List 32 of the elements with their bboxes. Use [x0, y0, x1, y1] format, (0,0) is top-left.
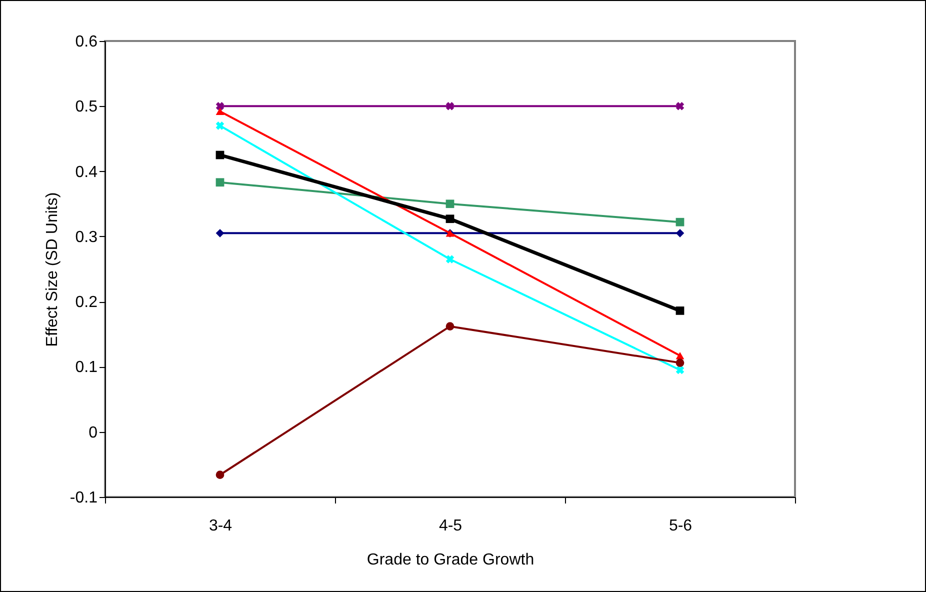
x-tick-label: 3-4: [208, 518, 232, 534]
point: [446, 102, 454, 110]
point: [676, 352, 684, 360]
point: [446, 214, 454, 224]
point: [676, 366, 684, 374]
point: [676, 358, 684, 367]
point: [446, 255, 454, 264]
y-tick-label: 0.6: [75, 34, 98, 50]
point: [216, 122, 224, 130]
point: [216, 470, 224, 480]
point: [216, 108, 224, 115]
point: [216, 150, 224, 160]
point: [446, 322, 454, 330]
y-tick-label: 0: [88, 424, 98, 442]
y-tick-label: 0.2: [75, 294, 98, 312]
point: [676, 218, 684, 226]
point: [676, 306, 684, 315]
point: [676, 228, 684, 238]
y-tick-label: 0.4: [75, 164, 98, 181]
y-axis-title: Effect Size (SD Units): [44, 192, 61, 347]
point: [676, 102, 684, 110]
y-tick-label: -0.1: [70, 490, 98, 506]
x-tick-label: 5-6: [668, 518, 692, 534]
y-tick-label: 0.1: [75, 359, 98, 376]
point: [216, 102, 224, 110]
x-axis-title: Grade to Grade Growth: [366, 552, 534, 568]
y-tick-label: 0.3: [75, 228, 98, 246]
point: [216, 178, 224, 187]
x-tick-label: 4-5: [438, 518, 462, 534]
y-tick-label: 0.5: [75, 98, 98, 116]
point: [216, 228, 224, 238]
point: [446, 200, 454, 208]
